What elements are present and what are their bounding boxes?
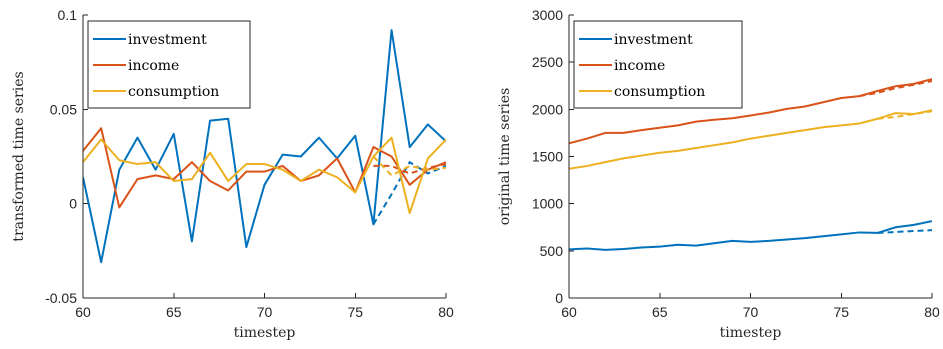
y-tick-label: 1000 bbox=[532, 196, 563, 212]
x-axis-label: timestep bbox=[234, 325, 296, 341]
y-axis-label: original time series bbox=[497, 88, 513, 226]
x-tick-label: 65 bbox=[166, 304, 182, 320]
y-tick-label: 2000 bbox=[532, 101, 563, 117]
income-series-line bbox=[569, 78, 932, 145]
y-tick-label: 500 bbox=[540, 243, 564, 259]
y-tick-label: 2500 bbox=[532, 54, 563, 70]
legend-label-investment: investment bbox=[614, 32, 693, 48]
y-tick-label: 0.05 bbox=[50, 101, 77, 117]
y-axis-label: transformed time series bbox=[11, 71, 27, 241]
x-tick-label: 80 bbox=[924, 304, 940, 320]
x-tick-label: 65 bbox=[652, 304, 668, 320]
income-series-line bbox=[83, 127, 446, 209]
y-tick-label: -0.05 bbox=[45, 290, 77, 306]
legend-label-consumption: consumption bbox=[128, 84, 219, 100]
y-tick-label: 1500 bbox=[532, 149, 563, 165]
investment-series-line bbox=[569, 220, 932, 251]
legend: investment income consumption bbox=[573, 20, 743, 109]
chart-panel-2: 60 65 70 75 80 0 500 1000 1500 2000 2500 3000 timest… bbox=[497, 7, 940, 341]
income-forecast-line bbox=[859, 80, 932, 98]
legend-label-income: income bbox=[614, 58, 665, 74]
plot-area bbox=[569, 78, 932, 251]
x-axis-label: timestep bbox=[720, 325, 782, 341]
y-tick-label: 3000 bbox=[532, 7, 563, 23]
legend-label-investment: investment bbox=[128, 32, 207, 48]
consumption-series-line bbox=[83, 136, 446, 215]
legend-label-income: income bbox=[128, 58, 179, 74]
chart-panel-1: 60 65 70 75 80 -0.05 0 0.05 0.1 timestep transform… bbox=[11, 7, 454, 341]
x-tick-label: 80 bbox=[438, 304, 454, 320]
x-tick-label: 60 bbox=[561, 304, 577, 320]
investment-series-line bbox=[83, 29, 446, 264]
investment-forecast-line bbox=[877, 229, 932, 234]
x-tick-label: 60 bbox=[75, 304, 91, 320]
x-tick-label: 70 bbox=[743, 304, 759, 320]
plot-area bbox=[83, 29, 446, 264]
y-tick-label: 0 bbox=[555, 290, 563, 306]
consumption-series-line bbox=[569, 109, 932, 170]
y-tick-label: 0.1 bbox=[58, 7, 78, 23]
x-tick-label: 75 bbox=[347, 304, 363, 320]
y-tick-label: 0 bbox=[69, 196, 77, 212]
consumption-forecast-line bbox=[372, 155, 446, 177]
x-tick-label: 70 bbox=[257, 304, 273, 320]
investment-forecast-line bbox=[372, 160, 446, 225]
x-tick-label: 75 bbox=[833, 304, 849, 320]
legend-label-consumption: consumption bbox=[614, 84, 705, 100]
legend: investment income consumption bbox=[87, 20, 251, 109]
